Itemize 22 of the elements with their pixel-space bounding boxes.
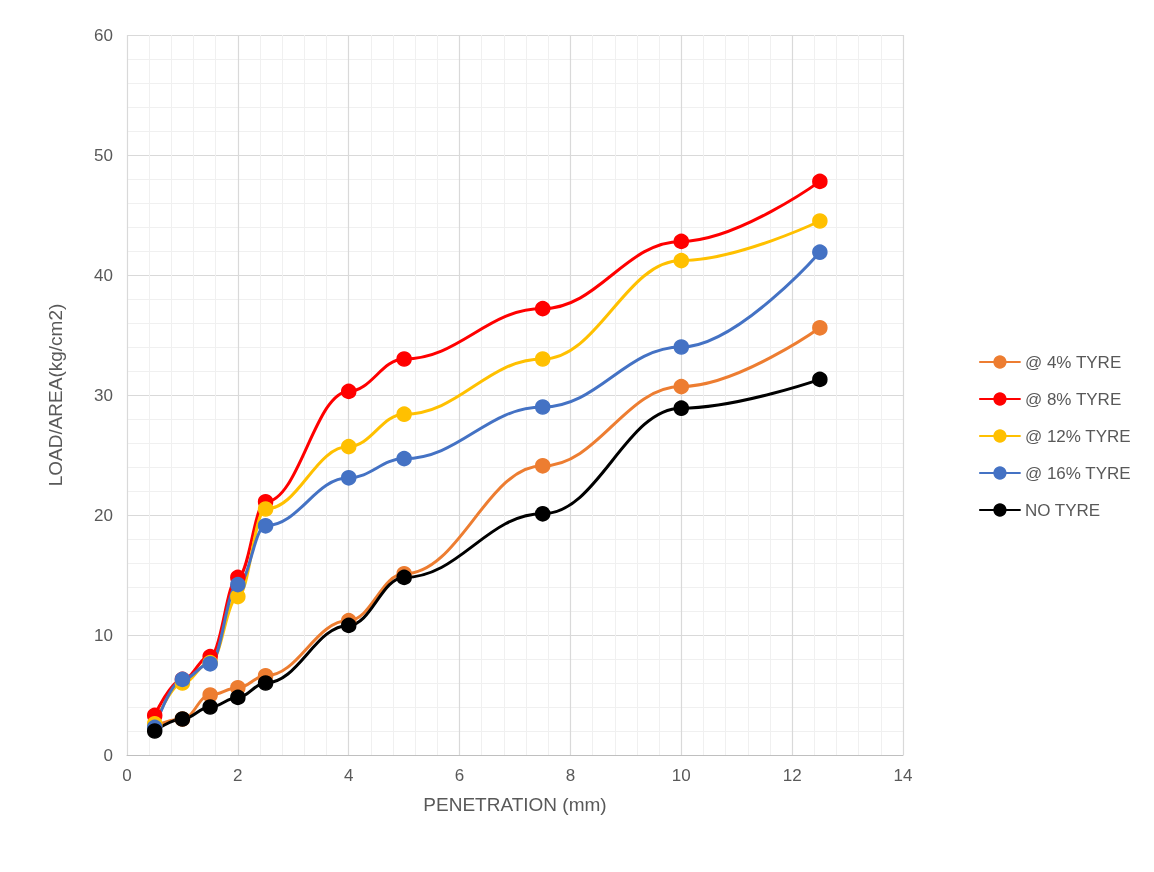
x-tick-label: 8 bbox=[565, 766, 576, 785]
x-tick-label: 2 bbox=[233, 766, 243, 785]
y-tick-label: 60 bbox=[94, 25, 113, 45]
y-axis-title: LOAD/AREA(kg/cm2) bbox=[45, 303, 66, 487]
legend-label: @ 4% TYRE bbox=[1024, 352, 1122, 372]
x-tick-label: 10 bbox=[671, 766, 691, 785]
x-axis-title: PENETRATION (mm) bbox=[423, 794, 607, 815]
legend-label: NO TYRE bbox=[1024, 500, 1101, 520]
x-tick-label: 14 bbox=[893, 766, 913, 785]
x-tick-label: 6 bbox=[454, 766, 465, 785]
x-tick-label: 4 bbox=[343, 766, 354, 785]
x-tick-label: 0 bbox=[122, 766, 132, 785]
legend-label: @ 8% TYRE bbox=[1024, 389, 1122, 409]
y-tick-label: 20 bbox=[94, 505, 113, 525]
x-tick-label: 12 bbox=[782, 766, 802, 785]
legend-label: @ 12% TYRE bbox=[1024, 426, 1131, 446]
y-tick-label: 0 bbox=[103, 745, 113, 765]
legend-label: @ 16% TYRE bbox=[1024, 463, 1131, 483]
y-tick-label: 40 bbox=[94, 265, 113, 285]
y-tick-label: 30 bbox=[94, 385, 113, 405]
y-tick-label: 10 bbox=[94, 625, 113, 645]
y-tick-label: 50 bbox=[94, 145, 113, 165]
